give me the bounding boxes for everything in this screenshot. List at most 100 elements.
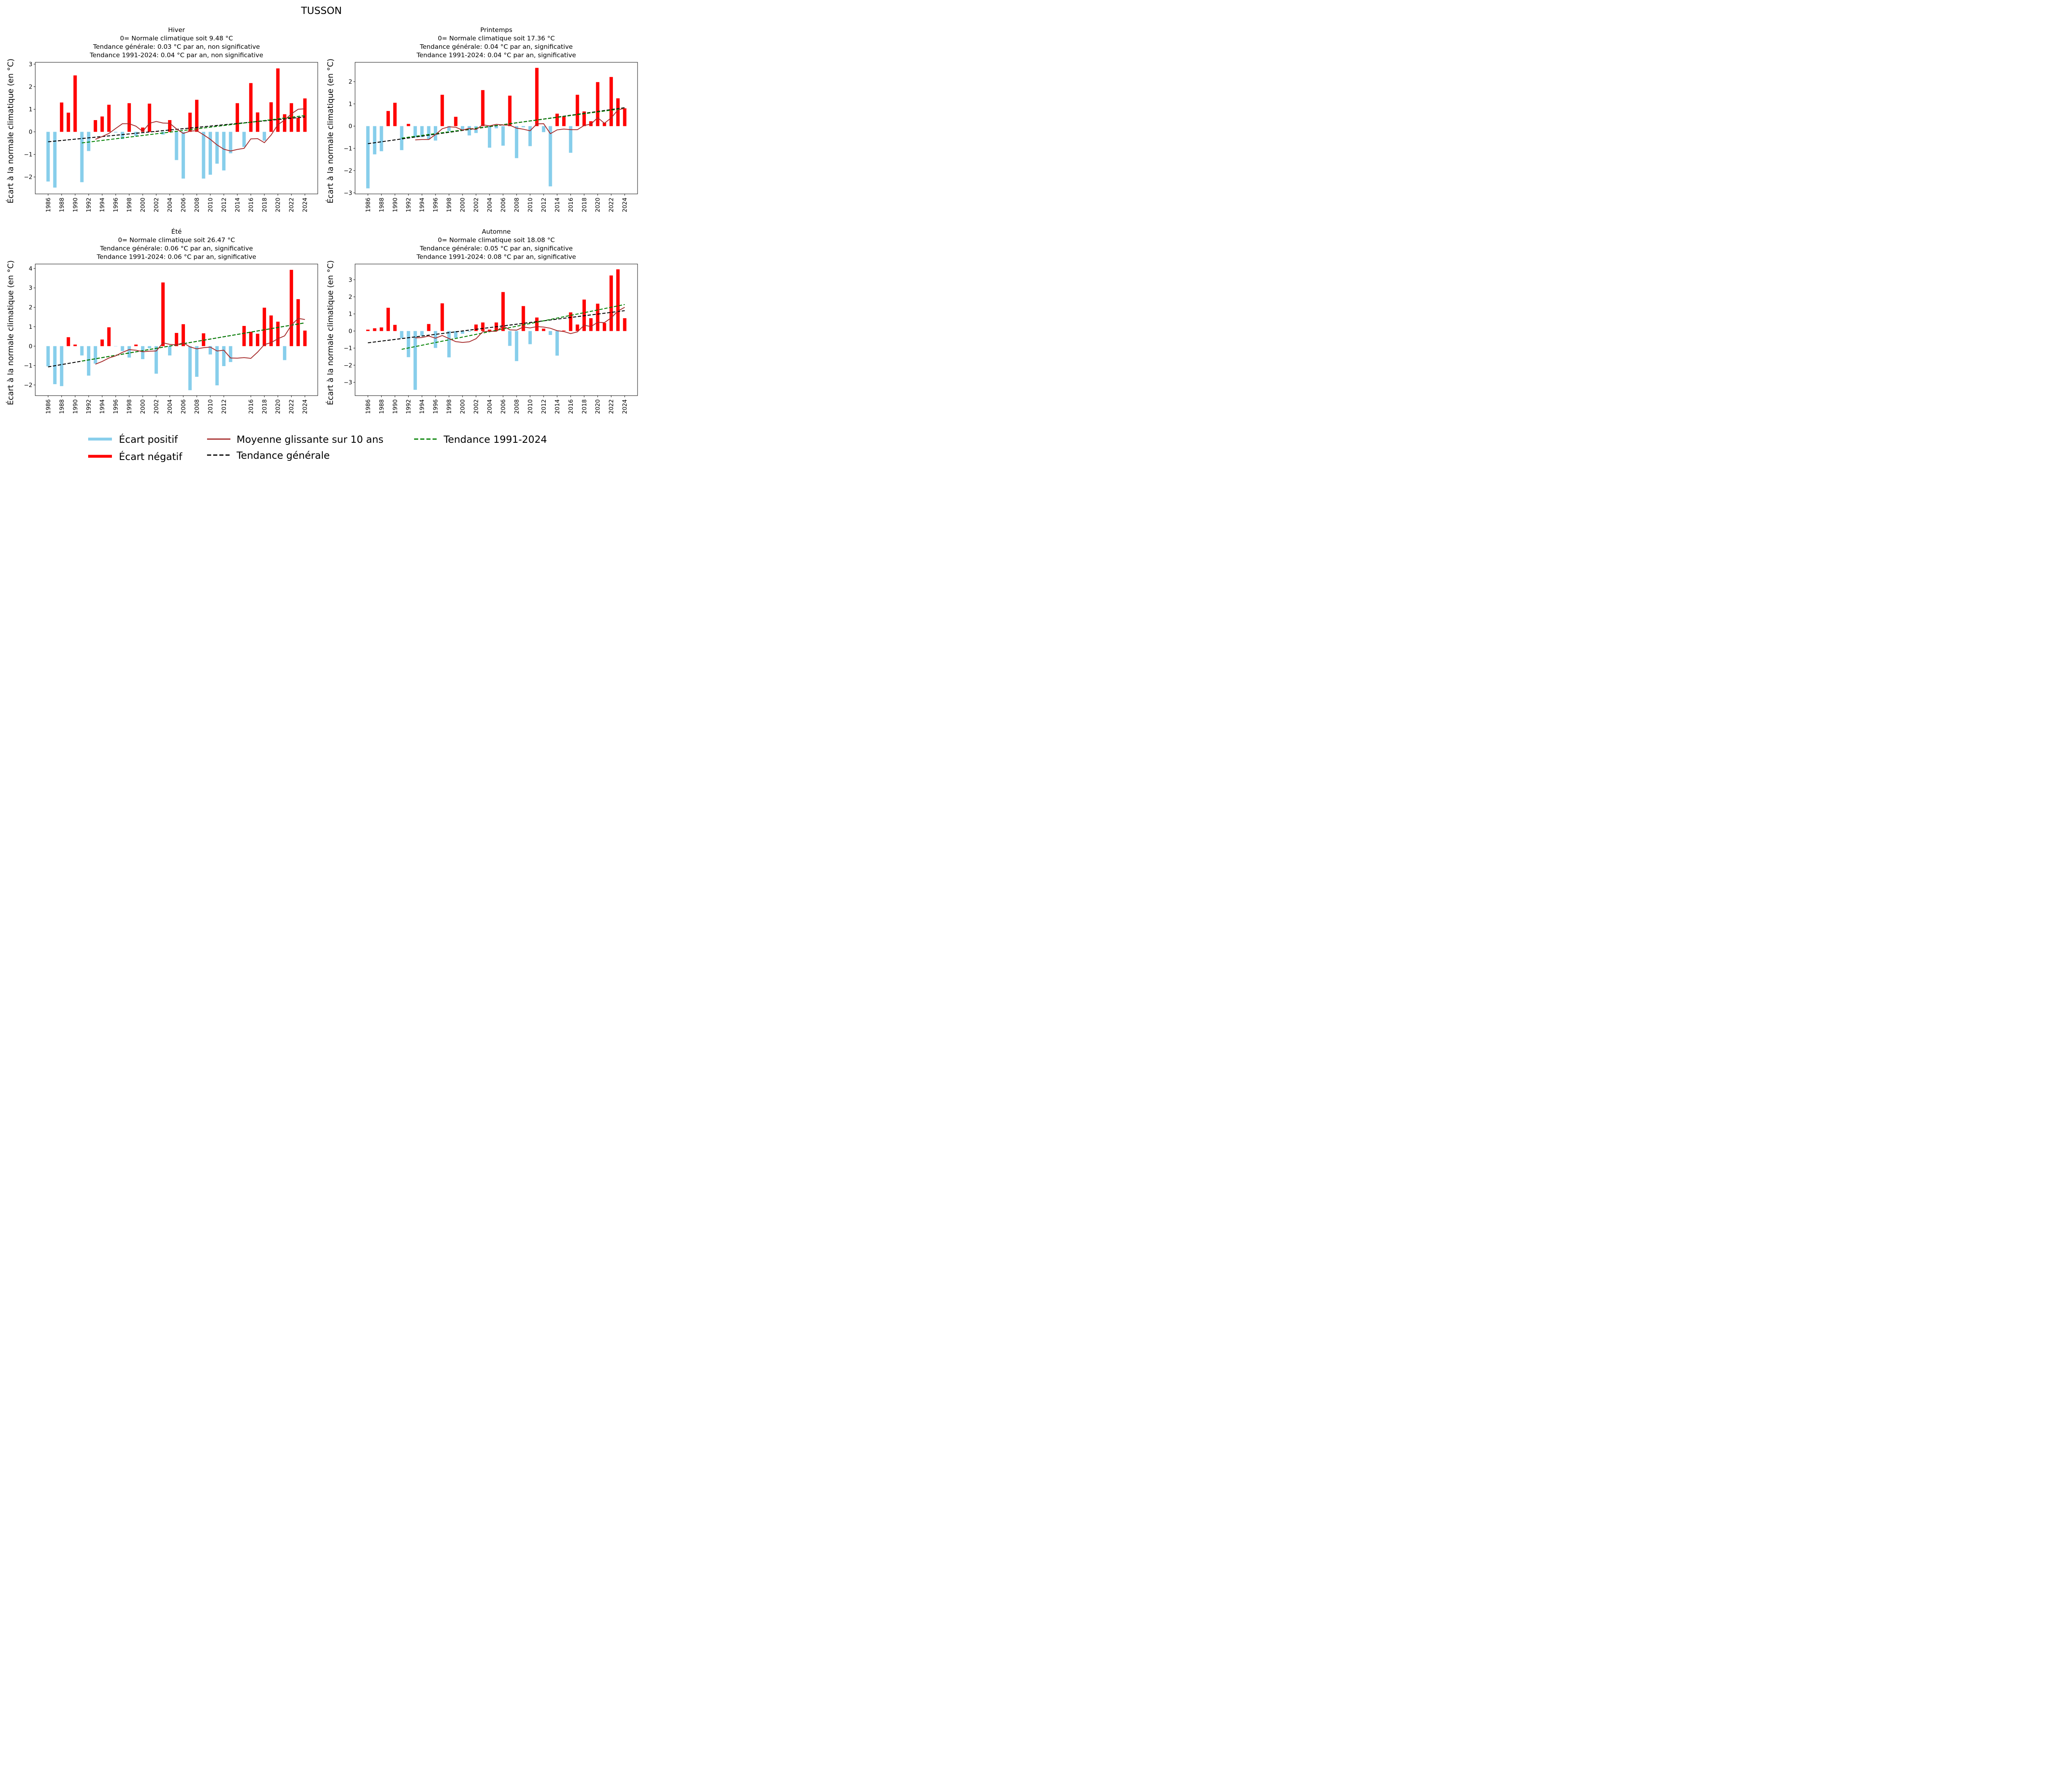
x-tick-label: 2000 (140, 399, 146, 414)
bar-positive-deviation (515, 126, 519, 158)
x-tick-label: 1986 (45, 198, 52, 212)
bar-positive-deviation (407, 331, 410, 357)
bar-negative-deviation (562, 116, 566, 126)
x-tick-label: 1988 (59, 399, 65, 414)
legend-item-moyenne-glissante: Moyenne glissante sur 10 ans (207, 434, 383, 445)
bar-positive-deviation (222, 132, 226, 171)
bar-negative-deviation (107, 327, 111, 346)
x-tick-label: 2006 (180, 198, 187, 212)
bar-positive-deviation (400, 331, 403, 338)
y-tick-label: 4 (29, 266, 32, 272)
x-tick-label: 1992 (405, 198, 412, 212)
bar-negative-deviation (562, 330, 566, 331)
bar-positive-deviation (80, 346, 84, 355)
bar-negative-deviation (276, 68, 280, 132)
bar-negative-deviation (175, 333, 178, 346)
x-tick-label: 1988 (59, 198, 65, 212)
bar-positive-deviation (222, 346, 226, 367)
bar-negative-deviation (582, 299, 586, 331)
x-tick-label: 2016 (248, 399, 255, 414)
bar-negative-deviation (609, 275, 613, 331)
bar-positive-deviation (413, 126, 417, 137)
bar-negative-deviation (235, 103, 239, 132)
bar-positive-deviation (208, 132, 212, 175)
bar-negative-deviation (269, 315, 273, 346)
trend-1991-2024-line (401, 108, 625, 139)
legend: Écart positif Écart négatif Moyenne glis… (88, 433, 547, 462)
bar-positive-deviation (283, 346, 287, 360)
x-tick-label: 2010 (207, 399, 214, 414)
bar-positive-deviation (242, 132, 246, 147)
bar-negative-deviation (127, 103, 131, 132)
bar-positive-deviation (215, 132, 219, 164)
bar-positive-deviation (87, 346, 91, 376)
y-tick-label: 3 (29, 285, 32, 291)
axes-frame (355, 264, 638, 396)
moving-average-line (95, 108, 305, 152)
bar-positive-deviation (528, 126, 532, 146)
x-tick-label: 2006 (500, 198, 507, 212)
x-tick-label: 1994 (419, 198, 426, 212)
y-axis-label: Écart à la normale climatique (en °C) (326, 260, 335, 405)
bar-negative-deviation (73, 344, 77, 346)
moving-average-line (415, 108, 625, 141)
bar-negative-deviation (522, 306, 525, 331)
x-tick-label: 2002 (473, 198, 480, 212)
x-tick-label: 2012 (541, 399, 547, 414)
bar-positive-deviation (528, 331, 532, 344)
x-tick-label: 2018 (581, 198, 588, 212)
y-tick-label: 0 (29, 343, 32, 350)
bar-negative-deviation (296, 299, 300, 346)
bar-negative-deviation (269, 102, 273, 132)
bar-negative-deviation (107, 105, 111, 132)
bar-positive-deviation (515, 331, 519, 361)
bar-positive-deviation (229, 132, 232, 153)
bar-negative-deviation (616, 98, 620, 126)
x-tick-label: 2002 (153, 198, 160, 212)
x-tick-label: 2008 (514, 399, 520, 414)
x-tick-label: 1990 (72, 399, 79, 414)
y-tick-label: 0 (348, 328, 352, 335)
bar-positive-deviation (46, 132, 50, 182)
bar-positive-deviation (460, 126, 465, 131)
bar-negative-deviation (303, 330, 307, 346)
y-tick-label: 1 (348, 311, 352, 318)
bar-positive-deviation (373, 126, 376, 155)
bar-negative-deviation (386, 307, 390, 331)
x-tick-label: 1996 (433, 399, 439, 414)
axes-frame (35, 62, 318, 194)
moving-average-line (95, 318, 305, 365)
x-tick-label: 2000 (460, 198, 466, 212)
y-tick-label: −1 (344, 146, 352, 152)
x-tick-label: 2012 (221, 399, 228, 414)
y-tick-label: 0 (348, 123, 352, 130)
axes-frame (35, 264, 318, 396)
bar-negative-deviation (202, 333, 205, 346)
bar-positive-deviation (434, 126, 437, 141)
bar-negative-deviation (487, 330, 492, 331)
legend-item-ecart-negatif: Écart négatif (88, 451, 182, 462)
bar-positive-deviation (427, 126, 430, 140)
panel-title-line: Tendance 1991-2024: 0.06 °C par an, sign… (96, 253, 256, 261)
bar-negative-deviation (596, 303, 599, 331)
x-tick-label: 2014 (235, 198, 241, 212)
x-tick-label: 2006 (500, 399, 507, 414)
bar-negative-deviation (596, 82, 599, 126)
bar-negative-deviation (296, 118, 300, 132)
bar-negative-deviation (256, 333, 260, 346)
y-tick-label: −2 (24, 382, 32, 389)
legend-item-tendance-1991-2024: Tendance 1991-2024 (414, 434, 547, 445)
bar-negative-deviation (289, 270, 293, 346)
x-tick-label: 1998 (126, 198, 133, 212)
x-tick-label: 1998 (446, 198, 453, 212)
legend-label: Écart négatif (119, 451, 182, 462)
bar-negative-deviation (188, 112, 192, 132)
y-axis-label: Écart à la normale climatique (en °C) (326, 59, 335, 203)
panel-title-line: Été (171, 228, 182, 235)
bar-negative-deviation (623, 108, 626, 126)
bar-positive-deviation (487, 126, 492, 148)
bar-negative-deviation (616, 269, 620, 331)
